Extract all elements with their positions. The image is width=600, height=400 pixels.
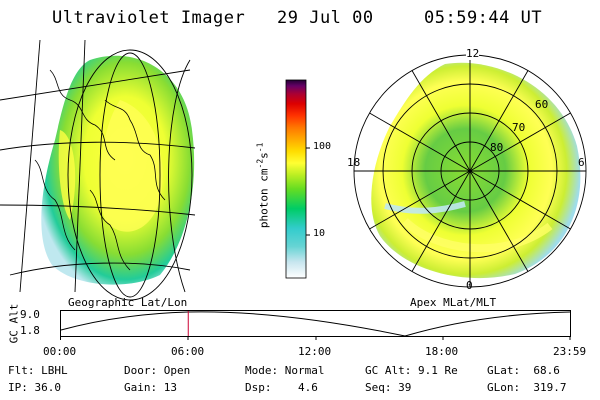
- time-label: 05:59:44 UT: [424, 8, 543, 28]
- gain-value: 13: [163, 381, 177, 394]
- mode-label: Mode:: [245, 364, 279, 377]
- dsp-label: Dsp:: [245, 381, 272, 394]
- altitude-timeline: [60, 310, 571, 340]
- seq-label: Seq:: [365, 381, 392, 394]
- timeline-frame: [60, 310, 571, 337]
- flt-value: LBHL: [41, 364, 68, 377]
- ip-label: IP:: [8, 381, 28, 394]
- glon-label: GLon:: [487, 381, 521, 394]
- mlt-label-18: 18: [347, 156, 361, 169]
- colorbar-tick-10: 10: [313, 228, 326, 239]
- glon-value: 319.7: [533, 381, 567, 394]
- gain-label: Gain:: [124, 381, 158, 394]
- filter-info: Flt: LBHL: [8, 364, 68, 377]
- glat-label: GLat:: [487, 364, 521, 377]
- colorbar: [285, 79, 310, 279]
- flt-label: Flt:: [8, 364, 35, 377]
- mlt-label-6: 6: [578, 156, 585, 169]
- polar-image-panel: [353, 54, 587, 288]
- timeline-xtick-0: 00:00: [43, 345, 77, 358]
- timeline-xtick-1: 06:00: [171, 345, 205, 358]
- unit-exp1: -2: [255, 158, 265, 169]
- mlt-label-0: 0: [466, 279, 473, 292]
- gcalt-info: GC Alt: 9.1 Re: [365, 364, 458, 377]
- date-label: 29 Jul 00: [277, 8, 374, 28]
- instrument-title: Ultraviolet Imager: [52, 8, 246, 28]
- polar-grid: [353, 54, 587, 288]
- colorbar-tick-100: 100: [313, 141, 332, 152]
- ip-info: IP: 36.0: [8, 381, 61, 394]
- timeline-xtick-4: 23:59: [553, 345, 587, 358]
- glon-info: GLon: 319.7: [487, 381, 567, 394]
- lat-label-70: 70: [512, 121, 526, 134]
- door-info: Door: Open: [124, 364, 190, 377]
- glat-value: 68.6: [533, 364, 560, 377]
- door-value: Open: [163, 364, 191, 377]
- geographic-image-panel: [0, 39, 196, 301]
- door-label: Door:: [124, 364, 158, 377]
- dsp-info: Dsp: 4.6: [245, 381, 318, 394]
- apex-panel-label: Apex MLat/MLT: [410, 296, 497, 309]
- timeline-xtick-3: 18:00: [425, 345, 459, 358]
- mlt-label-12: 12: [466, 47, 480, 60]
- timeline-xtick-2: 12:00: [298, 345, 332, 358]
- unit-base: photon cm: [257, 168, 271, 229]
- mode-info: Mode: Normal: [245, 364, 325, 377]
- coastline: [34, 69, 166, 271]
- ip-value: 36.0: [34, 381, 62, 394]
- timeline-ytick-bottom: 1.8: [20, 324, 40, 337]
- geographic-panel-label: Geographic Lat/Lon: [68, 296, 188, 309]
- gain-info: Gain: 13: [124, 381, 177, 394]
- gcalt-label: GC Alt:: [365, 364, 412, 377]
- gcalt-value: 9.1 Re: [417, 364, 458, 377]
- colorbar-unit-label: photon cm-2s-1: [256, 125, 271, 245]
- lat-label-60: 60: [535, 98, 549, 111]
- unit-exp2: -1: [255, 142, 265, 153]
- dsp-value: 4.6: [298, 381, 318, 394]
- altitude-curve: [60, 311, 571, 337]
- timeline-ylabel: GC Alt: [7, 303, 21, 344]
- seq-value: 39: [398, 381, 412, 394]
- lat-label-80: 80: [490, 141, 504, 154]
- seq-info: Seq: 39: [365, 381, 411, 394]
- auroral-oval-right: [371, 62, 581, 279]
- geographic-grid: [0, 39, 196, 301]
- timeline-ytick-top: 9.0: [20, 308, 40, 321]
- mode-value: Normal: [284, 364, 325, 377]
- unit-mid: s: [257, 152, 271, 159]
- glat-info: GLat: 68.6: [487, 364, 560, 377]
